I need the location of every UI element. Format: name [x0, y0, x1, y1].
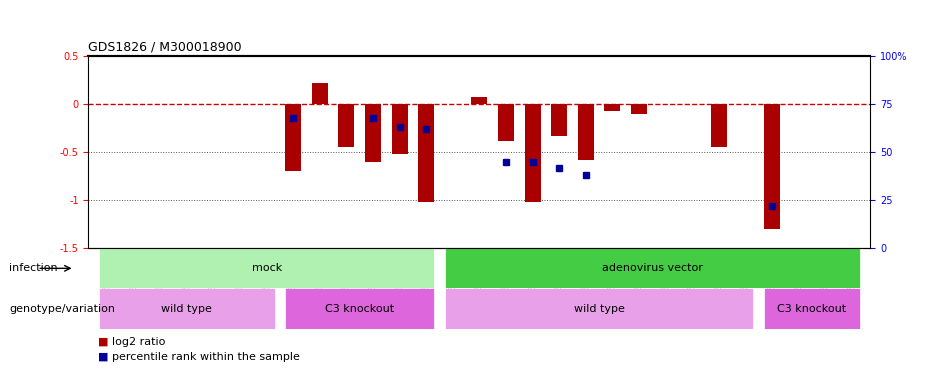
Text: genotype/variation: genotype/variation	[9, 304, 115, 313]
Text: percentile rank within the sample: percentile rank within the sample	[112, 352, 300, 362]
Bar	[99, 248, 434, 288]
Text: wild type: wild type	[573, 304, 625, 313]
Text: adenovirus vector: adenovirus vector	[602, 263, 703, 273]
Bar	[365, 104, 381, 162]
Bar	[392, 104, 408, 154]
Bar	[551, 104, 567, 136]
Text: C3 knockout: C3 knockout	[325, 304, 395, 313]
Bar	[764, 104, 780, 229]
Text: infection: infection	[9, 263, 58, 273]
Text: ■: ■	[98, 337, 108, 347]
Text: GDS1826 / M300018900: GDS1826 / M300018900	[88, 41, 242, 54]
Bar	[418, 104, 434, 202]
Bar	[445, 248, 860, 288]
Bar	[525, 104, 541, 202]
Text: C3 knockout: C3 knockout	[777, 304, 846, 313]
Bar	[604, 104, 620, 111]
Bar	[285, 288, 434, 329]
Bar	[285, 104, 302, 171]
Bar	[99, 288, 275, 329]
Bar	[445, 288, 753, 329]
Bar	[631, 104, 647, 114]
Text: wild type: wild type	[161, 304, 212, 313]
Bar	[764, 288, 860, 329]
Bar	[339, 104, 355, 147]
Bar	[312, 83, 328, 104]
Text: mock: mock	[251, 263, 282, 273]
Bar	[578, 104, 594, 160]
Bar	[711, 104, 727, 147]
Bar	[471, 97, 488, 104]
Text: ■: ■	[98, 352, 108, 362]
Bar	[498, 104, 514, 141]
Text: log2 ratio: log2 ratio	[112, 337, 165, 347]
